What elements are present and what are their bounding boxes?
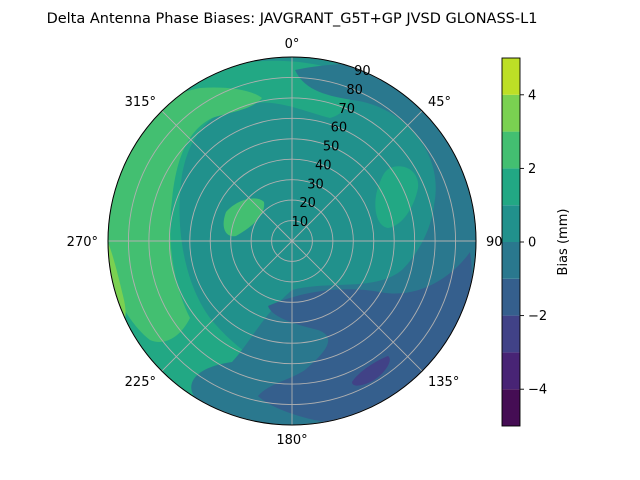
colorbar-ticks: −4 −2 0 2 4 xyxy=(520,88,547,398)
colorbar-label: Bias (mm) xyxy=(556,209,571,276)
colorbar-tick-label: 4 xyxy=(528,88,536,103)
colorbar-tick-label: 2 xyxy=(528,162,536,177)
radial-tick-label: 20 xyxy=(299,196,316,211)
radial-tick-label: 70 xyxy=(338,102,355,117)
colorbar-segment xyxy=(502,58,520,95)
angular-grid-spoke xyxy=(161,240,293,372)
radial-tick-label: 90 xyxy=(354,64,371,79)
angular-tick-labels: 0°45°90°135°180°225°270°315° xyxy=(67,37,509,448)
angular-tick-label: 180° xyxy=(276,433,307,448)
angular-grid-spoke xyxy=(291,240,423,372)
radial-tick-label: 80 xyxy=(346,83,363,98)
colorbar-tick-label: −2 xyxy=(528,309,547,324)
colorbar-segment xyxy=(502,352,520,390)
angular-tick-label: 0° xyxy=(285,37,300,52)
colorbar-segment xyxy=(502,278,520,316)
contour-band-minus3-minus2 xyxy=(352,356,390,386)
angular-grid-spoke xyxy=(291,110,423,242)
colorbar-segment xyxy=(502,205,520,242)
angular-tick-label: 135° xyxy=(428,375,459,390)
contour-band-2-3 xyxy=(223,198,265,237)
contour-band-3-4 xyxy=(108,238,126,325)
polar-grid xyxy=(107,56,477,426)
colorbar xyxy=(501,57,521,427)
colorbar-segment xyxy=(502,168,520,206)
angular-tick-label: 270° xyxy=(67,235,98,250)
radial-tick-label: 30 xyxy=(307,177,324,192)
angular-tick-label: 315° xyxy=(125,95,156,110)
contour-band-2-3 xyxy=(108,87,262,342)
colorbar-segment xyxy=(502,131,520,169)
contour-band-1-2 xyxy=(375,166,419,228)
colorbar-segment xyxy=(502,315,520,353)
angular-grid-spoke xyxy=(161,110,293,242)
radial-tick-labels: 10 20 30 40 50 60 70 80 90 xyxy=(292,64,371,230)
colorbar-segment xyxy=(502,94,520,132)
radial-tick-label: 50 xyxy=(323,140,340,155)
radial-tick-label: 40 xyxy=(315,158,332,173)
colorbar-segment xyxy=(502,389,520,426)
colorbar-tick-label: −4 xyxy=(528,383,547,398)
colorbar-tick-label: 0 xyxy=(528,236,536,251)
radial-tick-label: 10 xyxy=(292,215,309,230)
chart-title: Delta Antenna Phase Biases: JAVGRANT_G5T… xyxy=(47,11,538,27)
angular-tick-label: 45° xyxy=(428,95,451,110)
angular-tick-label: 225° xyxy=(125,375,156,390)
colorbar-segment xyxy=(502,242,520,279)
polar-rim xyxy=(107,56,477,426)
radial-tick-label: 60 xyxy=(331,121,348,136)
